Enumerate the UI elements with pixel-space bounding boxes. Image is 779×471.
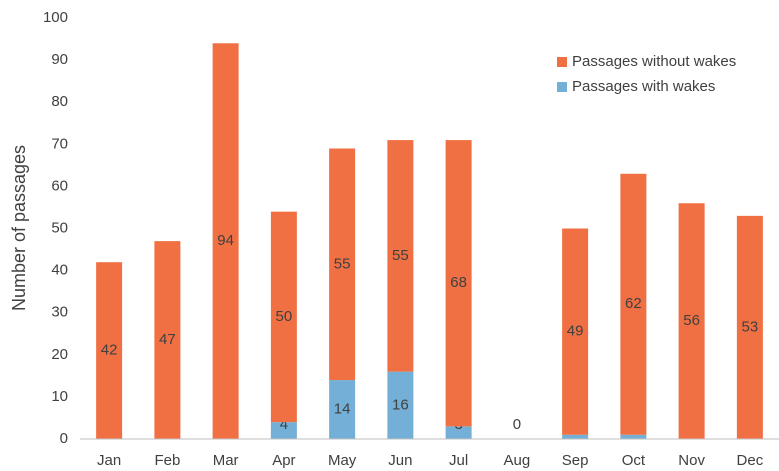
bar-segment [445,140,472,427]
data-label: 16 [392,396,409,413]
x-tick-label: Aug [504,452,531,469]
legend-label: Passages without wakes [572,53,736,70]
data-label: 62 [625,295,642,312]
x-tick-label: Mar [213,452,239,469]
y-axis-label: Number of passages [9,145,29,311]
data-label: 14 [334,400,351,417]
x-tick-label: Jul [449,452,468,469]
legend-swatch [557,57,567,67]
x-tick-label: Jun [388,452,412,469]
x-tick-label: Apr [272,452,295,469]
x-tick-label: Dec [737,452,764,469]
bar-segment [387,140,414,372]
data-label: 50 [276,308,293,325]
y-tick-label: 50 [51,219,68,236]
bar-segment [678,203,705,439]
x-tick-label: Oct [622,452,646,469]
data-label: 56 [683,312,700,329]
legend-label: Passages with wakes [572,78,715,95]
data-label: 94 [217,232,234,249]
bar-segment [270,422,297,439]
data-label: 42 [101,342,118,359]
y-tick-label: 100 [43,9,68,26]
y-tick-label: 90 [51,51,68,68]
x-tick-label: Nov [678,452,705,469]
bar-segment [736,215,763,439]
legend-swatch [557,82,567,92]
bar-segment [387,371,414,439]
bar-segment [562,228,589,435]
data-label: 4 [280,416,288,433]
y-tick-label: 70 [51,135,68,152]
bar-segment [96,262,123,439]
bar-segment [154,241,181,439]
bar-segment [620,173,647,435]
x-tick-label: Sep [562,452,589,469]
bar-segment [329,380,356,439]
data-label: 68 [450,274,467,291]
y-tick-label: 80 [51,93,68,110]
data-label: 53 [742,318,759,335]
data-label: 55 [392,247,409,264]
y-tick-label: 0 [60,430,68,447]
data-label: 0 [513,416,521,433]
data-label: 47 [159,331,176,348]
y-tick-label: 20 [51,346,68,363]
bar-segment [445,426,472,439]
y-tick-label: 30 [51,304,68,321]
x-tick-label: Feb [154,452,180,469]
bar-segment [212,43,239,439]
bar-segment [270,211,297,423]
y-tick-label: 10 [51,388,68,405]
bar-segment [562,434,589,439]
bar-segment [329,148,356,381]
x-tick-label: May [328,452,357,469]
data-label: 49 [567,323,584,340]
bar-segment [620,434,647,439]
y-tick-label: 40 [51,262,68,279]
x-tick-label: Jan [97,452,121,469]
data-label: 55 [334,255,351,272]
y-tick-label: 60 [51,177,68,194]
